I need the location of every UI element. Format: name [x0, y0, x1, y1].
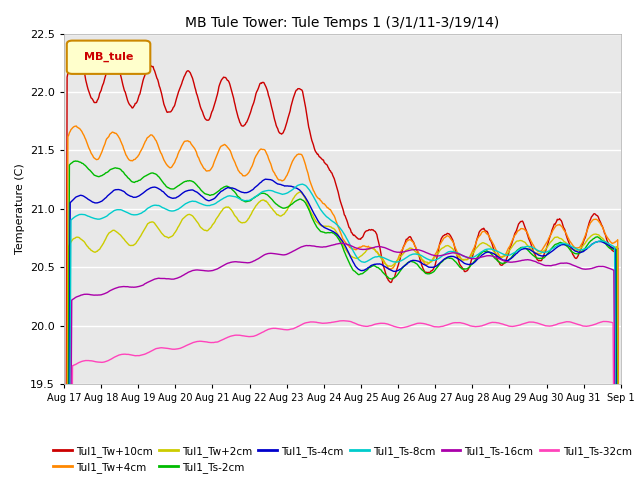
Title: MB Tule Tower: Tule Temps 1 (3/1/11-3/19/14): MB Tule Tower: Tule Temps 1 (3/1/11-3/19… — [185, 16, 500, 30]
FancyBboxPatch shape — [67, 41, 150, 74]
Legend: Tul1_Tw+10cm, Tul1_Tw+4cm, Tul1_Tw+2cm, Tul1_Ts-2cm, Tul1_Ts-4cm, Tul1_Ts-8cm, T: Tul1_Tw+10cm, Tul1_Tw+4cm, Tul1_Tw+2cm, … — [49, 442, 636, 477]
Y-axis label: Temperature (C): Temperature (C) — [15, 163, 24, 254]
Text: MB_tule: MB_tule — [84, 52, 133, 62]
